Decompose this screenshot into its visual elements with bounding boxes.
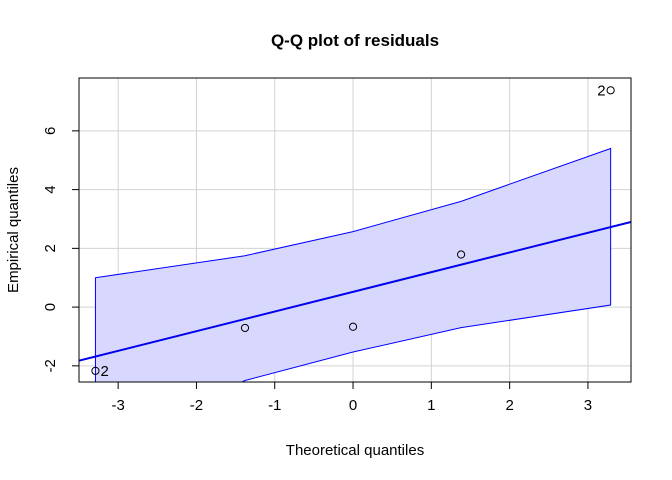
- point-label: 2: [597, 82, 605, 99]
- point-label: 2: [100, 363, 108, 380]
- data-points: 22: [91, 82, 615, 380]
- x-tick-label: -2: [190, 397, 203, 414]
- reference-line-path: [79, 220, 631, 362]
- data-point: [91, 366, 100, 375]
- x-tick-label: 3: [584, 397, 592, 414]
- x-tick-label: -3: [111, 397, 124, 414]
- data-point: [606, 86, 615, 95]
- y-tick-label: 4: [42, 185, 59, 193]
- y-tick-label: 2: [42, 244, 59, 252]
- data-point: [456, 250, 466, 259]
- data-point: [240, 323, 250, 333]
- y-tick-label: 0: [42, 303, 59, 311]
- x-tick-label: 2: [505, 397, 513, 414]
- x-tick-label: 0: [349, 397, 357, 414]
- reference-line: [79, 220, 631, 362]
- chart-title: Q-Q plot of residuals: [271, 31, 439, 50]
- data-point: [348, 322, 358, 331]
- x-axis-label: Theoretical quantiles: [286, 442, 424, 459]
- x-axis: -3 -2 -1 0 1 2 3: [111, 382, 592, 414]
- plot-frame: [78, 77, 632, 383]
- y-axis: -2 0 2 4 6: [42, 127, 79, 373]
- y-tick-label: -2: [42, 359, 59, 372]
- x-tick-label: -1: [268, 397, 281, 414]
- y-axis-label: Empirical quantiles: [5, 167, 22, 293]
- x-tick-label: 1: [427, 397, 435, 414]
- y-tick-label: 6: [42, 127, 59, 135]
